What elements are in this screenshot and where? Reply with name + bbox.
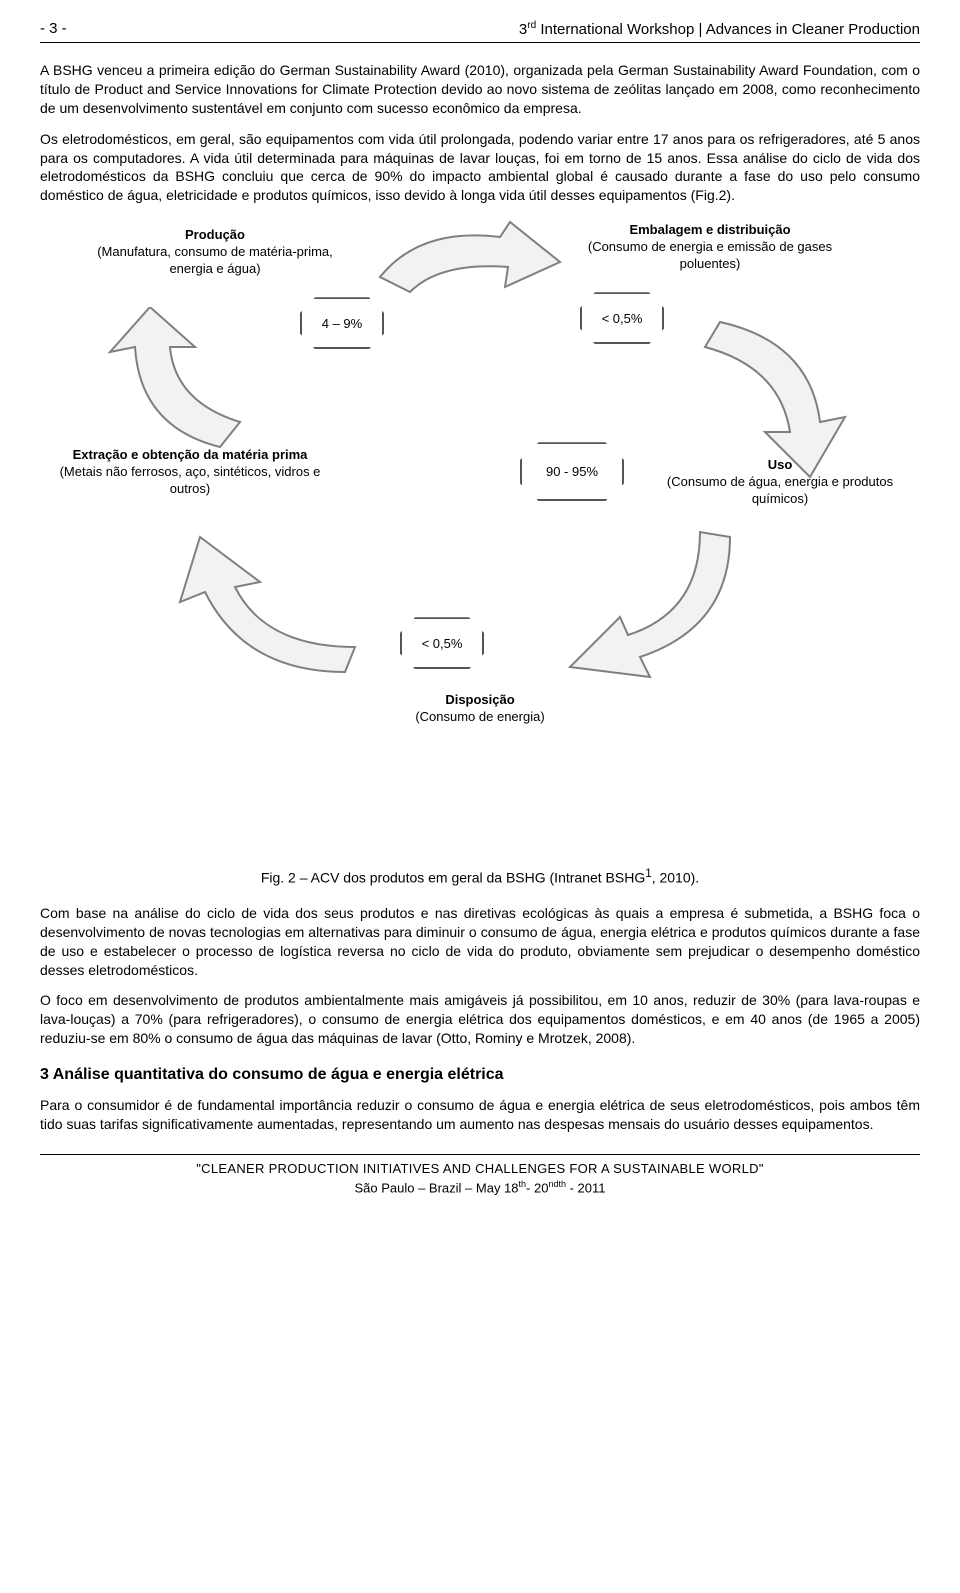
paragraph-3: Com base na análise do ciclo de vida dos… — [40, 904, 920, 980]
octagon-embalagem: < 0,5% — [580, 292, 664, 344]
page-footer: "CLEANER PRODUCTION INITIATIVES AND CHAL… — [40, 1154, 920, 1195]
node-extracao-sub: (Metais não ferrosos, aço, sintéticos, v… — [60, 464, 321, 496]
page-header: - 3 - 3rd International Workshop | Advan… — [40, 20, 920, 43]
octagon-disposicao-pct: < 0,5% — [422, 636, 463, 651]
lifecycle-diagram: Produção (Manufatura, consumo de matéria… — [50, 217, 910, 847]
octagon-producao-pct: 4 – 9% — [322, 316, 362, 331]
paragraph-1: A BSHG venceu a primeira edição do Germa… — [40, 61, 920, 118]
paragraph-2: Os eletrodomésticos, em geral, são equip… — [40, 130, 920, 206]
node-embalagem: Embalagem e distribuição (Consumo de ene… — [570, 222, 850, 273]
arrow-uso-disposicao — [550, 527, 770, 697]
octagon-disposicao: < 0,5% — [400, 617, 484, 669]
page-number: - 3 - — [40, 20, 67, 38]
node-producao: Produção (Manufatura, consumo de matéria… — [90, 227, 340, 278]
node-producao-title: Produção — [185, 227, 245, 242]
arrow-producao-embalagem — [360, 217, 580, 307]
paragraph-4: O foco em desenvolvimento de produtos am… — [40, 991, 920, 1048]
footer-line2: São Paulo – Brazil – May 18th- 20ndth - … — [40, 1179, 920, 1195]
node-disposicao-title: Disposição — [445, 692, 514, 707]
footer-line1: "CLEANER PRODUCTION INITIATIVES AND CHAL… — [40, 1161, 920, 1176]
octagon-uso-pct: 90 - 95% — [546, 464, 598, 479]
node-embalagem-title: Embalagem e distribuição — [629, 222, 790, 237]
node-producao-sub: (Manufatura, consumo de matéria-prima, e… — [97, 244, 333, 276]
header-title: 3rd International Workshop | Advances in… — [519, 20, 920, 38]
arrow-disposicao-extracao — [155, 532, 375, 692]
section-heading: 3 Análise quantitativa do consumo de águ… — [40, 1066, 920, 1084]
node-uso-title: Uso — [768, 457, 793, 472]
paragraph-5: Para o consumidor é de fundamental impor… — [40, 1096, 920, 1134]
node-uso: Uso (Consumo de água, energia e produtos… — [660, 457, 900, 508]
octagon-embalagem-pct: < 0,5% — [602, 311, 643, 326]
node-uso-sub: (Consumo de água, energia e produtos quí… — [667, 474, 893, 506]
octagon-uso: 90 - 95% — [520, 442, 624, 501]
node-embalagem-sub: (Consumo de energia e emissão de gases p… — [588, 239, 832, 271]
node-disposicao: Disposição (Consumo de energia) — [380, 692, 580, 726]
figure-caption: Fig. 2 – ACV dos produtos em geral da BS… — [40, 867, 920, 886]
arrow-extracao-producao — [100, 307, 280, 457]
node-disposicao-sub: (Consumo de energia) — [415, 709, 544, 724]
